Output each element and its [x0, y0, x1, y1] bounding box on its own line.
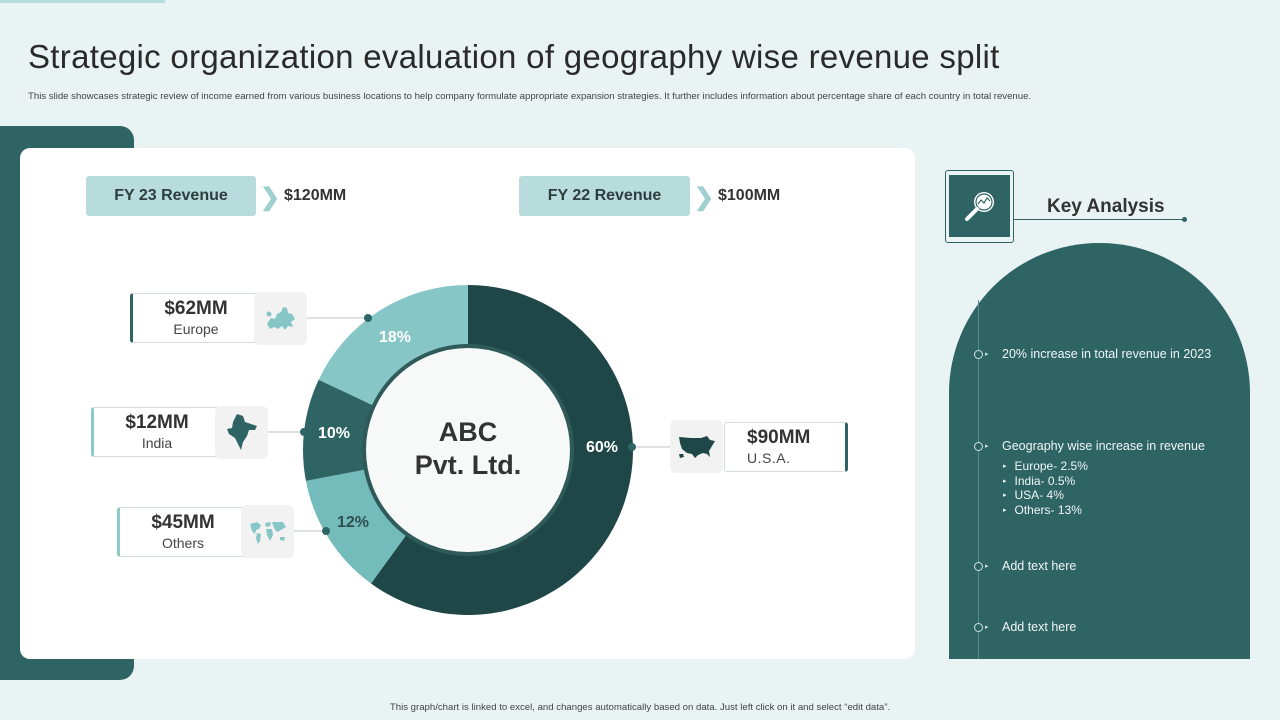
europe-name: Europe [173, 321, 219, 337]
magnifier-chart-icon [949, 175, 1010, 237]
center-label-line1: ABC [438, 417, 498, 447]
europe-amount: $62MM [164, 298, 228, 319]
bullet-dot [974, 442, 983, 451]
key-analysis-title: Key Analysis [1047, 196, 1165, 217]
europe-map-icon [254, 292, 307, 345]
pct-label-others: 12% [337, 514, 370, 531]
usa-map-icon [670, 420, 723, 473]
others-callout: $45MM Others [117, 507, 247, 557]
sub-item-others: ▸ Others- 13% [1003, 503, 1082, 517]
others-name: Others [161, 535, 204, 551]
india-amount: $12MM [125, 412, 189, 433]
chart-card [20, 148, 915, 659]
world-map-icon [241, 505, 294, 558]
bullet-dot [974, 562, 983, 571]
page-title: Strategic organization evaluation of geo… [28, 38, 1000, 75]
page-footer: This graph/chart is linked to excel, and… [389, 702, 891, 713]
top-accent-line [0, 0, 165, 3]
pct-label-europe: 18% [379, 329, 412, 346]
bullet-dot [974, 350, 983, 359]
key-point-1: 20% increase in total revenue in 2023 [1002, 347, 1212, 361]
key-point-2: Geography wise increase in revenue [1002, 439, 1205, 453]
usa-name: U.S.A. [747, 450, 791, 466]
pct-label-india: 10% [318, 425, 351, 442]
sub-item-india: ▸ India- 0.5% [1003, 474, 1076, 488]
key-point-3: Add text here [1002, 559, 1077, 573]
timeline-line [978, 300, 979, 659]
key-point-4: Add text here [1002, 620, 1077, 634]
bullet-arrow-icon: ▸ [985, 443, 989, 450]
pct-label-usa: 60% [586, 439, 619, 456]
bullet-arrow-icon: ▸ [985, 563, 989, 570]
page-subtitle: This slide showcases strategic review of… [28, 91, 1032, 102]
europe-callout: $62MM Europe [130, 293, 260, 343]
key-analysis-underline [1014, 219, 1184, 220]
donut-center-label: ABC Pvt. Ltd. [368, 416, 568, 482]
india-callout: $12MM India [91, 407, 221, 457]
key-analysis-line-dot [1182, 217, 1187, 222]
key-analysis-icon-frame [945, 170, 1014, 243]
sub-item-usa: ▸ USA- 4% [1003, 488, 1064, 502]
center-label-line2: Pvt. Ltd. [414, 450, 522, 480]
others-amount: $45MM [151, 512, 215, 533]
bullet-arrow-icon: ▸ [985, 351, 989, 358]
fy22-revenue-label: FY 22 Revenue [519, 176, 690, 216]
india-map-icon [215, 406, 268, 459]
usa-callout: $90MM U.S.A. [724, 422, 848, 472]
bullet-dot [974, 623, 983, 632]
india-name: India [141, 435, 173, 451]
bullet-arrow-icon: ▸ [985, 624, 989, 631]
fy23-revenue-value: $120MM [284, 187, 347, 204]
fy23-revenue-label: FY 23 Revenue [86, 176, 256, 216]
chevron-right-icon: ❯ [694, 184, 715, 211]
sub-item-europe: ▸ Europe- 2.5% [1003, 459, 1088, 473]
usa-amount: $90MM [747, 427, 811, 448]
chevron-right-icon: ❯ [260, 184, 281, 211]
fy22-revenue-value: $100MM [718, 187, 781, 204]
key-analysis-panel [949, 243, 1250, 659]
